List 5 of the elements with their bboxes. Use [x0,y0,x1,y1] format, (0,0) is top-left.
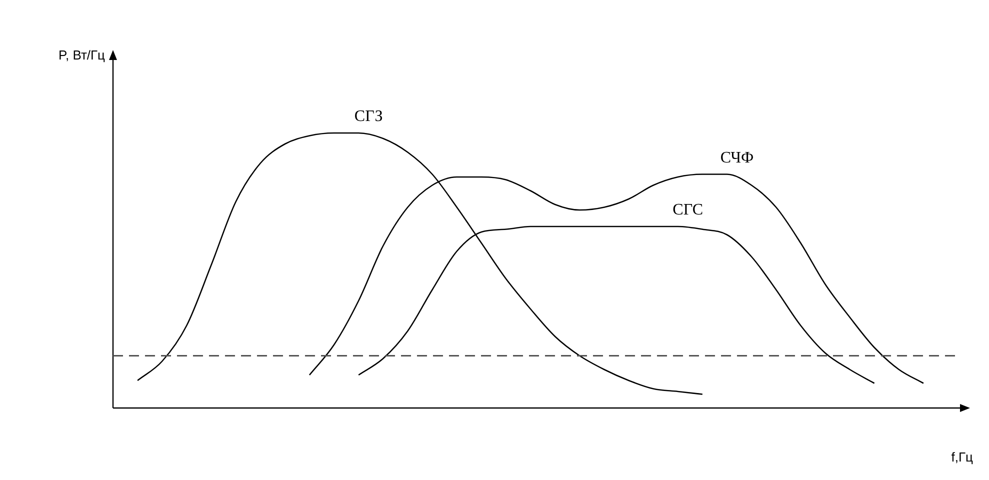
series-label: СГС [672,202,704,219]
x-axis-title: f,Гц [951,450,974,465]
text: P, Вт/Гц [58,48,106,63]
series-label: СЧФ [720,149,754,166]
series-label: СГЗ [354,108,383,126]
